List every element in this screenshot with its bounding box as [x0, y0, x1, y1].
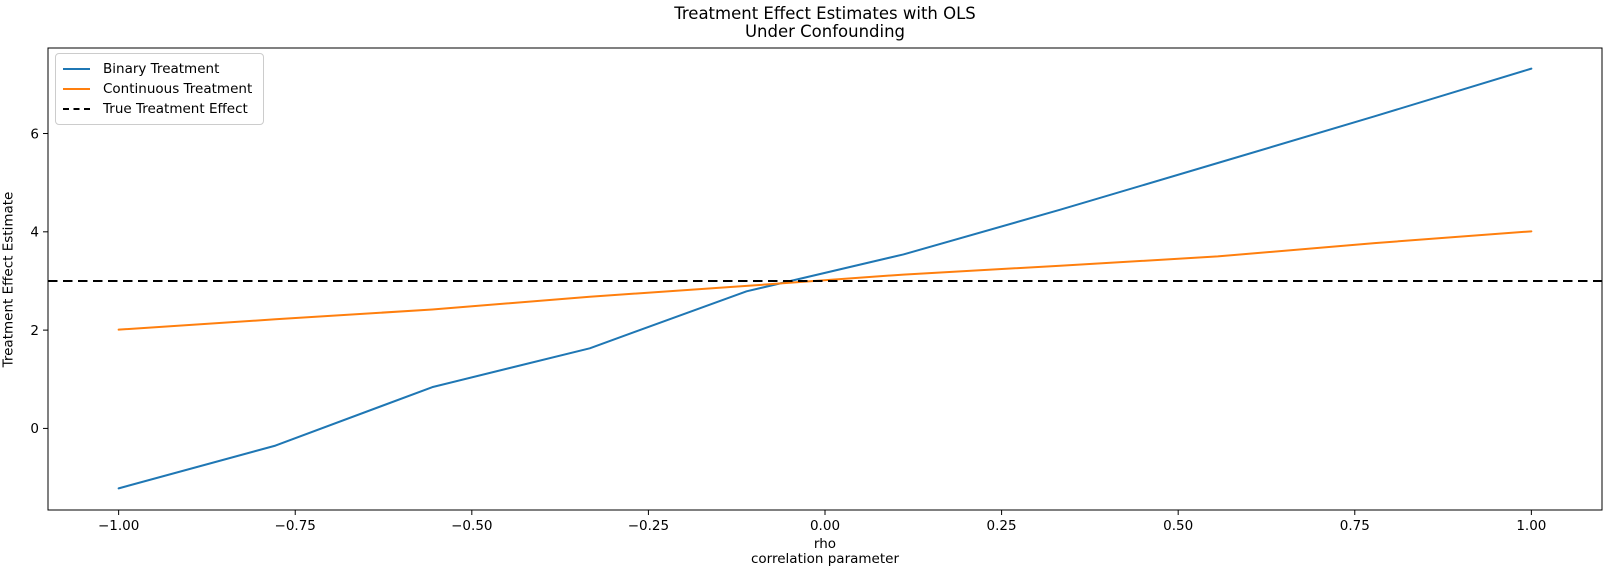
- y-axis-tick-label: 0: [30, 421, 39, 437]
- chart-title-line2: Under Confounding: [744, 22, 906, 41]
- legend-item-label: True Treatment Effect: [103, 101, 248, 117]
- x-axis-label-line1: rho: [813, 536, 837, 552]
- x-axis-label-line2: correlation parameter: [751, 550, 899, 567]
- legend-item: Continuous Treatment: [63, 79, 252, 99]
- y-axis-tick-label: 4: [30, 225, 39, 241]
- legend-line-swatch: [63, 108, 90, 110]
- chart-title: Treatment Effect Estimates with OLS Unde…: [48, 5, 1602, 41]
- legend-item: True Treatment Effect: [63, 99, 252, 119]
- legend: Binary Treatment Continuous Treatment True…: [55, 53, 265, 125]
- x-axis-tick-label: 0.75: [1340, 518, 1370, 534]
- x-axis-label: rho correlation parameter: [48, 537, 1602, 566]
- legend-item-label: Binary Treatment: [103, 61, 220, 77]
- x-axis-tick-label: −0.50: [451, 518, 492, 534]
- x-axis-tick-label: 0.00: [810, 518, 840, 534]
- x-axis-tick-label: −0.25: [628, 518, 669, 534]
- x-axis-tick-label: 0.25: [987, 518, 1017, 534]
- binary-treatment-line: [117, 67, 1533, 490]
- x-axis-tick-label: −1.00: [98, 518, 139, 534]
- y-axis-tick-label: 6: [30, 126, 39, 142]
- x-axis-tick-label: 1.00: [1516, 518, 1546, 534]
- legend-line-swatch: [63, 68, 90, 70]
- chart-title-line1: Treatment Effect Estimates with OLS: [674, 4, 976, 23]
- legend-line-swatch: [63, 88, 90, 90]
- x-axis-tick-label: −0.75: [275, 518, 316, 534]
- continuous-treatment-line: [117, 230, 1533, 331]
- y-axis-tick-label: 2: [30, 323, 39, 339]
- legend-item: Binary Treatment: [63, 59, 252, 79]
- legend-item-label: Continuous Treatment: [103, 81, 253, 97]
- y-axis-label: Treatment Effect Estimate: [0, 191, 17, 368]
- x-axis-tick-label: 0.50: [1163, 518, 1193, 534]
